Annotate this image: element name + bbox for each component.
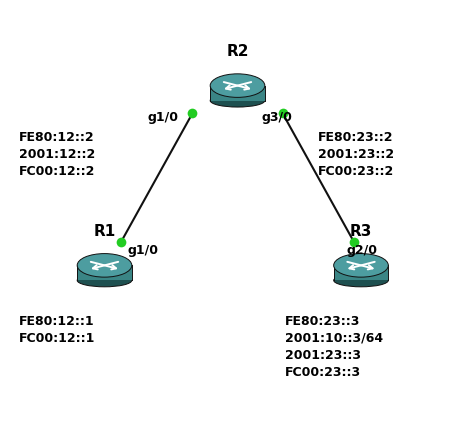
Text: FE80:23::2
2001:23::2
FC00:23::2: FE80:23::2 2001:23::2 FC00:23::2 [318,131,395,178]
Text: FE80:12::1
FC00:12::1: FE80:12::1 FC00:12::1 [19,315,95,345]
Ellipse shape [77,274,132,287]
Bar [77,265,132,280]
Text: g1/0: g1/0 [127,244,158,257]
Ellipse shape [333,253,389,277]
Ellipse shape [210,74,265,97]
Text: g1/0: g1/0 [147,111,178,124]
Text: g2/0: g2/0 [347,244,378,257]
Text: R1: R1 [94,223,115,239]
Bar [210,86,265,101]
Text: FE80:23::3
2001:10::3/64
2001:23::3
FC00:23::3: FE80:23::3 2001:10::3/64 2001:23::3 FC00… [285,315,383,379]
Text: FE80:12::2
2001:12::2
FC00:12::2: FE80:12::2 2001:12::2 FC00:12::2 [19,131,95,178]
Ellipse shape [77,253,132,277]
Ellipse shape [333,274,389,287]
Text: g3/0: g3/0 [261,111,292,124]
Ellipse shape [210,94,265,107]
Bar [333,265,389,280]
Text: R2: R2 [226,44,249,59]
Text: R3: R3 [350,223,372,239]
